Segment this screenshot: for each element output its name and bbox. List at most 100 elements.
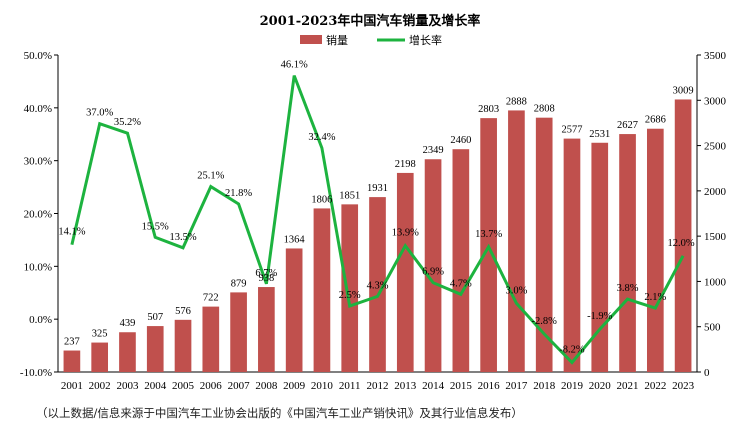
growth-value-label-2006: 25.1% bbox=[197, 171, 224, 182]
sales-bar-2012 bbox=[369, 197, 386, 372]
sales-bar-2007 bbox=[230, 292, 247, 372]
left-tick-label: 50.0% bbox=[24, 50, 52, 62]
sales-bar-2006 bbox=[202, 306, 220, 372]
sales-value-label-2007: 879 bbox=[231, 278, 247, 289]
left-tick-label: 10.0% bbox=[24, 261, 52, 273]
right-tick-label: 0 bbox=[704, 367, 710, 379]
bars bbox=[63, 99, 692, 372]
sales-value-label-2011: 1851 bbox=[339, 190, 360, 201]
sales-bar-2001 bbox=[63, 350, 81, 372]
left-tick-label: -10.0% bbox=[20, 367, 52, 379]
x-tick-label-2003: 2003 bbox=[116, 380, 139, 392]
left-tick-label: 40.0% bbox=[24, 103, 52, 115]
sales-value-label-2003: 439 bbox=[120, 318, 136, 329]
growth-value-label-2013: 13.9% bbox=[392, 228, 419, 239]
growth-line-layer bbox=[70, 75, 685, 365]
x-tick-label-2023: 2023 bbox=[672, 380, 695, 392]
growth-rate-line bbox=[70, 75, 685, 365]
growth-value-label-2020: -1.9% bbox=[587, 311, 613, 322]
x-tick-label-2011: 2011 bbox=[339, 380, 361, 392]
x-tick-label-2001: 2001 bbox=[61, 380, 83, 392]
right-tick-label: 2500 bbox=[704, 141, 727, 153]
x-tick-label-2017: 2017 bbox=[505, 380, 528, 392]
sales-bar-2013 bbox=[396, 172, 414, 372]
sales-value-label-2023: 3009 bbox=[673, 85, 694, 96]
x-tick-label-2022: 2022 bbox=[644, 380, 666, 392]
legend: 销量 增长率 bbox=[300, 33, 442, 47]
sales-bar-2023 bbox=[674, 99, 692, 372]
growth-value-label-2019: -8.2% bbox=[559, 344, 585, 355]
right-tick-label: 2000 bbox=[704, 186, 727, 198]
sales-bar-2017 bbox=[508, 110, 525, 372]
sales-bar-2020 bbox=[591, 142, 609, 372]
sales-value-label-2019: 2577 bbox=[561, 125, 582, 136]
rate-labels: 14.1% 37.0%35.2% 15.5%13.5% 25.1%21.8% 6.7% 4… bbox=[58, 60, 695, 356]
right-tick-label: 500 bbox=[704, 322, 721, 334]
x-ticks: 2001 2002 2003 2004 2005 2006 2007 2008 2009 2010… bbox=[61, 380, 695, 392]
x-tick-label-2015: 2015 bbox=[450, 380, 473, 392]
sales-bar-2008 bbox=[258, 287, 275, 372]
growth-value-label-2023: 12.0% bbox=[668, 238, 695, 249]
sales-bar-2014 bbox=[424, 159, 442, 372]
sales-value-label-2008: 938 bbox=[258, 273, 274, 284]
sales-value-label-2017: 2888 bbox=[506, 96, 527, 107]
sales-bar-2018 bbox=[535, 117, 553, 372]
legend-label-growth: 增长率 bbox=[409, 33, 442, 47]
growth-value-label-2008: 6.7% bbox=[255, 268, 277, 279]
sales-value-label-2004: 507 bbox=[147, 312, 163, 323]
growth-value-label-2021: 3.8% bbox=[617, 283, 639, 294]
growth-value-label-2003: 35.2% bbox=[114, 117, 141, 128]
sales-value-label-2021: 2627 bbox=[617, 120, 638, 131]
sales-bar-2021 bbox=[619, 134, 636, 372]
sales-bar-2009 bbox=[285, 248, 303, 372]
right-tick-label: 3000 bbox=[704, 95, 727, 107]
x-tick-label-2014: 2014 bbox=[422, 380, 445, 392]
growth-value-label-2001: 14.1% bbox=[58, 227, 85, 238]
sales-bar-2011 bbox=[341, 204, 359, 372]
axes: -10.0% 0.0% 10.0% 20.0% 30.0% 40.0% 50.0% 0 500 1… bbox=[20, 50, 727, 379]
chart-svg: 2001-2023年中国汽车销量及增长率 销量 增长率 -10.0% 0.0% 10… bbox=[20, 13, 727, 392]
x-tick-label-2008: 2008 bbox=[255, 380, 278, 392]
sales-value-label-2001: 237 bbox=[64, 337, 80, 348]
growth-value-label-2011: 2.5% bbox=[339, 290, 361, 301]
growth-value-label-2018: -2.8% bbox=[532, 316, 558, 327]
sales-bar-2004 bbox=[146, 326, 164, 372]
growth-value-label-2005: 13.5% bbox=[169, 232, 196, 243]
sales-value-label-2013: 2198 bbox=[395, 159, 416, 170]
chart-title: 2001-2023年中国汽车销量及增长率 bbox=[260, 13, 481, 29]
sales-value-label-2022: 2686 bbox=[645, 115, 666, 126]
sales-value-label-2018: 2808 bbox=[534, 104, 555, 115]
x-tick-label-2012: 2012 bbox=[367, 380, 389, 392]
sales-value-label-2020: 2531 bbox=[589, 129, 610, 140]
x-tick-label-2004: 2004 bbox=[144, 380, 167, 392]
growth-value-label-2004: 15.5% bbox=[142, 221, 169, 232]
growth-value-label-2007: 21.8% bbox=[225, 188, 252, 199]
right-tick-label: 3500 bbox=[704, 50, 727, 62]
legend-swatch-sales bbox=[300, 35, 322, 44]
left-tick-label: 0.0% bbox=[29, 314, 52, 326]
growth-value-label-2002: 37.0% bbox=[86, 108, 113, 119]
right-tick-label: 1000 bbox=[704, 276, 727, 288]
sales-value-label-2006: 722 bbox=[203, 293, 219, 304]
x-tick-label-2005: 2005 bbox=[172, 380, 195, 392]
bar-labels: 237 325 439 507 576 722 879 938 1364 1806 1851 1931… bbox=[64, 85, 694, 347]
left-tick-label: 20.0% bbox=[24, 209, 52, 221]
growth-value-label-2014: 6.9% bbox=[422, 267, 444, 278]
sales-bar-2010 bbox=[313, 208, 331, 372]
sales-value-label-2010: 1806 bbox=[311, 194, 332, 205]
sales-bar-2015 bbox=[452, 149, 470, 372]
x-tick-label-2010: 2010 bbox=[311, 380, 334, 392]
sales-bar-2005 bbox=[174, 319, 192, 372]
growth-value-label-2015: 4.7% bbox=[450, 278, 472, 289]
x-tick-label-2016: 2016 bbox=[478, 380, 501, 392]
sales-value-label-2012: 1931 bbox=[367, 183, 388, 194]
sales-value-label-2009: 1364 bbox=[284, 234, 306, 245]
growth-value-label-2017: 3.0% bbox=[505, 285, 527, 296]
left-tick-label: 30.0% bbox=[24, 156, 52, 168]
right-tick-label: 1500 bbox=[704, 231, 727, 243]
growth-value-label-2009: 46.1% bbox=[281, 60, 308, 71]
x-tick-label-2021: 2021 bbox=[617, 380, 639, 392]
growth-value-label-2012: 4.3% bbox=[367, 280, 389, 291]
sales-bar-2022 bbox=[646, 128, 664, 372]
